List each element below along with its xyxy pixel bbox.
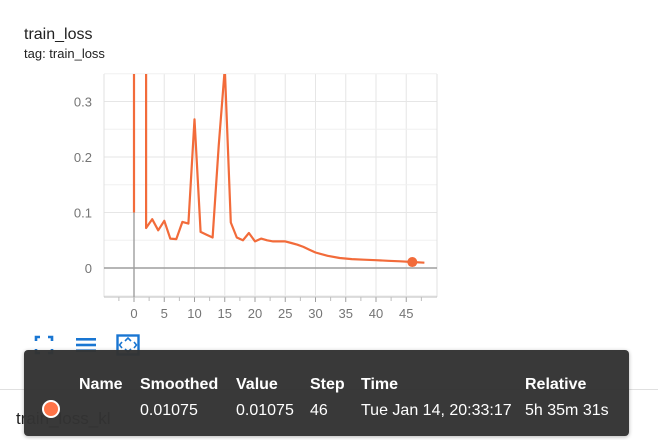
x-tick-label: 25: [278, 306, 292, 321]
chart-series: [132, 74, 425, 268]
tooltip-step: 46: [310, 402, 328, 419]
tooltip-header-smoothed: Smoothed: [140, 376, 219, 393]
tooltip-time: Tue Jan 14, 20:33:17: [361, 402, 512, 419]
x-tick-label: 20: [248, 306, 262, 321]
x-tick-label: 0: [130, 306, 137, 321]
tooltip-relative: 5h 35m 31s: [525, 402, 609, 419]
tooltip-header-relative: Relative: [525, 376, 587, 393]
tooltip-header-name: Name: [79, 376, 123, 393]
card-tag: tag: train_loss: [24, 46, 105, 61]
x-tick-label: 15: [218, 306, 232, 321]
run-color-dot: [42, 400, 60, 418]
x-tick-label: 35: [339, 306, 353, 321]
tooltip-value: 0.01075: [236, 402, 294, 419]
chart-grid: [103, 73, 438, 297]
y-tick-label: 0.3: [74, 95, 92, 110]
tooltip-smoothed-value: 0.01075: [140, 402, 198, 419]
tooltip-header-step: Step: [310, 376, 345, 393]
chart-axes: 0 5 10 15 20 25 30 35 40 45 0 0.1 0.2 0.3: [74, 74, 437, 321]
x-tick-label: 45: [399, 306, 413, 321]
series-line-train-loss-kl: [132, 74, 425, 264]
chart-tooltip: Name Smoothed Value Step Time Relative 0…: [24, 350, 629, 436]
fit-to-domain-icon[interactable]: [32, 333, 56, 357]
highlight-point: [407, 257, 418, 268]
x-tick-label: 5: [161, 306, 168, 321]
card-title: train_loss: [24, 26, 93, 43]
x-tick-label: 30: [308, 306, 322, 321]
y-tick-label: 0: [85, 261, 92, 276]
tooltip-header-value: Value: [236, 376, 278, 393]
x-tick-label: 40: [369, 306, 383, 321]
x-tick-label: 10: [187, 306, 201, 321]
y-tick-label: 0.1: [74, 206, 92, 221]
tooltip-header-time: Time: [361, 376, 399, 393]
y-tick-label: 0.2: [74, 150, 92, 165]
